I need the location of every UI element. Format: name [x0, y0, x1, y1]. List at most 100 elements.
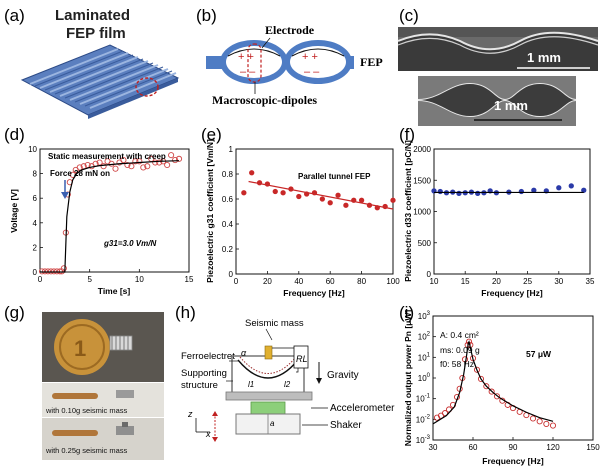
chart-i-ticks: 30 60 90 120 150 10-3 10-2 10-1 100 101 102 103: [416, 311, 600, 452]
x-tick-label: 60: [326, 277, 335, 286]
x-tick-label: 80: [357, 277, 366, 286]
y-tick-label: 2000: [413, 145, 431, 154]
data-point: [529, 415, 537, 422]
y-tick-label: 103: [418, 311, 431, 321]
x-tick-label: 20: [263, 277, 272, 286]
chart-f-xlabel: Frequency [Hz]: [481, 288, 543, 298]
panel-i: (i) 30 60 90 120 150 10-3 10-2 10-1 100 101 102 103…: [399, 303, 600, 466]
chart-d-ticks: 0 5 10 15 0 2 4 6 8 10: [28, 145, 194, 284]
chart-d-g31-label: g31=3.0 Vm/N: [103, 239, 156, 248]
data-point: [76, 164, 83, 171]
x-tick-label: 5: [87, 275, 92, 284]
z-axis-label: z: [187, 409, 193, 419]
ferroelectret-label: Ferroelectret: [181, 351, 235, 362]
data-point: [168, 152, 175, 159]
l2-label: l2: [284, 380, 291, 389]
sem-image-top: 1 mm: [397, 27, 599, 71]
y-tick-label: 0: [229, 270, 234, 279]
panel-c: (c) 1 mm 1 mm: [397, 6, 599, 126]
data-point: [518, 188, 525, 195]
x-tick-label: 90: [509, 443, 518, 452]
chart-f-ticks: 10 15 20 25 30 35 0 500 1000 1500 2000: [413, 145, 595, 286]
series-line: [432, 340, 554, 425]
y-tick-label: 0: [33, 268, 38, 277]
chart-d-ylabel: Voltage [V]: [9, 189, 19, 233]
y-tick-label: 102: [418, 332, 431, 342]
a-label: a: [270, 419, 275, 428]
y-tick-label: 0.4: [222, 220, 234, 229]
param-freq: f0: 58 Hz: [440, 359, 474, 369]
panel-b: (b) Electrode FEP Macroscopic-dipoles + …: [196, 6, 383, 107]
data-point: [335, 192, 341, 198]
y-tick-label: 2: [33, 243, 38, 252]
data-point: [568, 183, 574, 189]
y-tick-label: 100: [418, 373, 431, 383]
y-tick-label: 10-3: [416, 435, 431, 445]
x-tick-label: 40: [294, 277, 303, 286]
x-tick-label: 120: [546, 443, 560, 452]
data-point: [50, 268, 57, 275]
y-tick-label: 101: [418, 352, 431, 362]
x-tick-label: 30: [429, 443, 438, 452]
alpha-label: α: [241, 348, 247, 358]
chart-f-frame: [433, 148, 591, 275]
data-point: [241, 190, 247, 196]
fep-label: FEP: [360, 55, 383, 69]
data-point: [556, 185, 562, 191]
param-area: A: 0.4 cm²: [440, 330, 479, 340]
x-tick-label: 10: [430, 277, 439, 286]
l1-label: l1: [248, 380, 254, 389]
scale-label-top: 1 mm: [527, 50, 561, 65]
chart-e-ticks: 0 20 40 60 80 100 0 0.2 0.4 0.6 0.8 1: [222, 145, 400, 286]
data-point: [581, 187, 587, 193]
side-photo-1: with 0.10g seismic mass: [42, 383, 164, 417]
data-point: [56, 268, 63, 275]
supporting-label-2: structure: [181, 380, 218, 391]
chart-d-xlabel: Time [s]: [98, 286, 131, 296]
caption-1: with 0.10g seismic mass: [45, 406, 128, 415]
panel-d: (d) 0 5 10 15 0 2 4 6 8 10 Voltage [V] Time [s] S…: [4, 125, 194, 296]
x-tick-label: 35: [586, 277, 595, 286]
panel-f: (f) 10 15 20 25 30 35 0 500 1000 1500 2000 Piezoel…: [399, 125, 595, 298]
data-point: [343, 202, 349, 208]
seismic-mass-label: Seismic mass: [245, 318, 304, 329]
data-point: [483, 383, 490, 390]
y-tick-label: 0: [427, 270, 432, 279]
data-point: [112, 165, 119, 172]
panel-g: (g) 1 with 0.10g seismic mass with 0.25g…: [4, 303, 164, 460]
x-tick-label: 0: [234, 277, 239, 286]
setup-drawing: α RL l1 l2 a z x: [187, 345, 328, 442]
chart-d-annotation-title: Static measurement with creep: [48, 152, 166, 161]
chart-e-marks: [241, 170, 396, 211]
chart-e-xlabel: Frequency [Hz]: [283, 288, 345, 298]
panel-a: (a) Laminated FEP film: [4, 6, 180, 119]
data-point: [164, 161, 171, 169]
x-tick-label: 60: [469, 443, 478, 452]
y-tick-label: 1: [229, 145, 234, 154]
y-tick-label: 0.8: [222, 170, 234, 179]
accelerometer-label: Accelerometer: [330, 403, 395, 414]
data-point: [136, 158, 143, 165]
data-point: [536, 418, 543, 425]
data-point: [543, 420, 550, 427]
data-point: [296, 193, 302, 200]
data-point: [249, 170, 255, 176]
panel-a-title-line1: Laminated: [55, 7, 130, 24]
x-axis-label: x: [205, 429, 211, 439]
data-point: [475, 190, 481, 197]
panel-b-letter: (b): [196, 6, 217, 25]
svg-text:+ +: + +: [302, 51, 318, 63]
panel-f-letter: (f): [399, 125, 415, 144]
coin-photo: 1: [42, 312, 164, 382]
y-tick-label: 10-2: [416, 414, 431, 424]
x-tick-label: 10: [135, 275, 144, 284]
panel-e: (e) 0 20 40 60 80 100 0 0.2 0.4 0.6 0.8 1 Piezoelec…: [201, 125, 400, 298]
data-point: [493, 393, 501, 400]
chart-f-ylabel: Piezoelectric d33 coefficient [pC/N]: [403, 140, 413, 282]
dipoles-label: Macroscopic-dipoles: [212, 93, 317, 107]
chart-e-ylabel: Piezoelectric g31 coefficient [Vm/N]: [205, 139, 215, 283]
data-point: [327, 200, 333, 206]
panel-h: (h) Seismic mass Ferroelectret Supportin…: [175, 303, 395, 442]
x-tick-label: 15: [461, 277, 470, 286]
